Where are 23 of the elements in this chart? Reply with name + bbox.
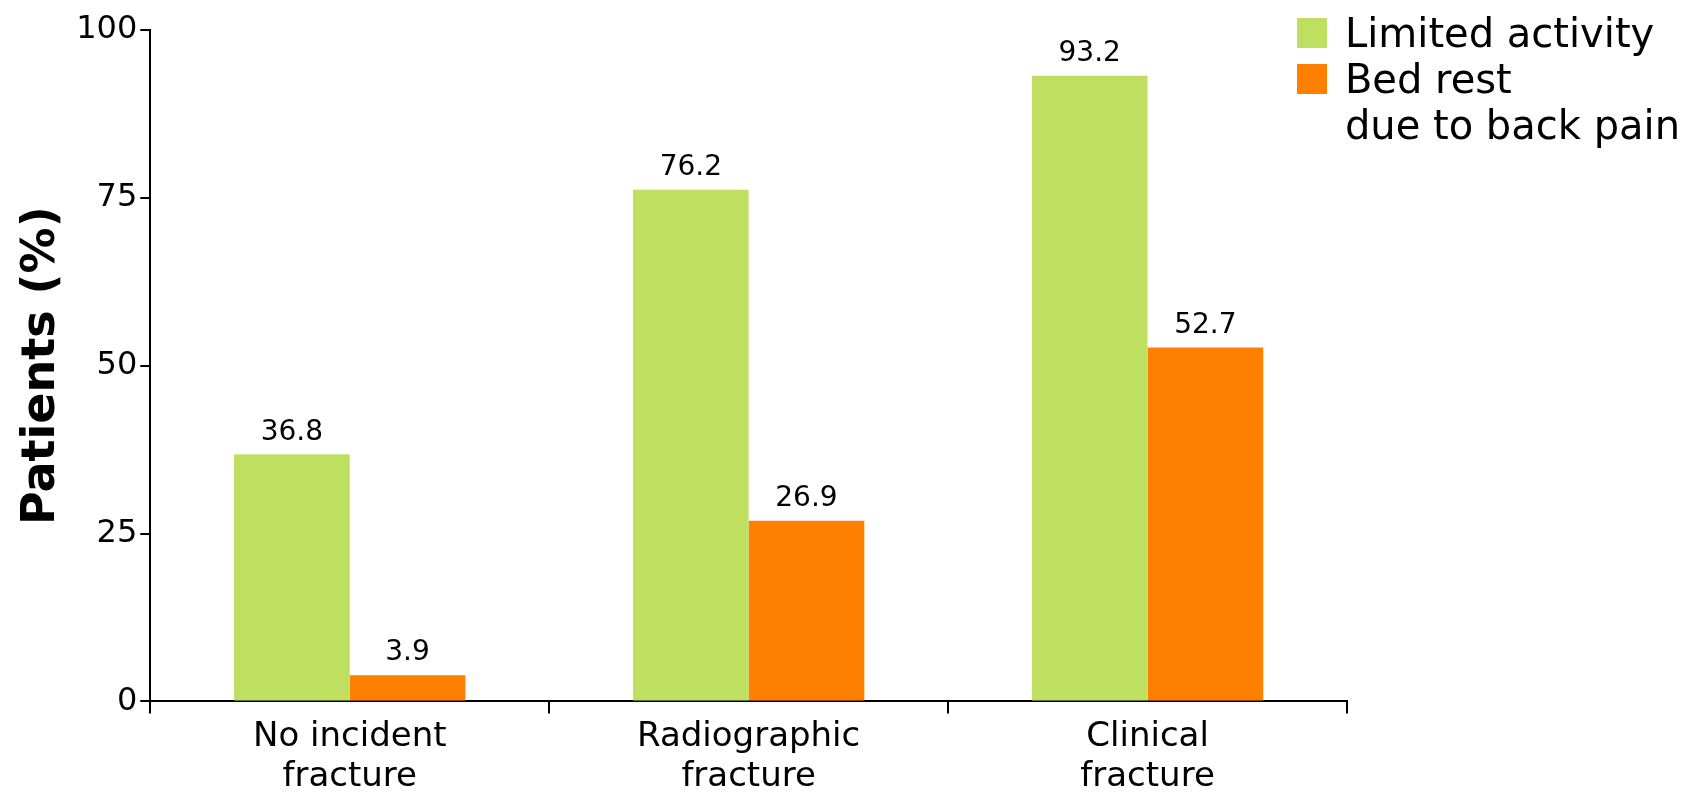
legend-label: Bed rest due to back pain — [1344, 56, 1680, 148]
bar — [1147, 347, 1264, 701]
x-tick-label: No incident fracture — [252, 713, 447, 795]
data-label: 36.8 — [260, 413, 324, 447]
y-tick-label: 75 — [96, 176, 138, 215]
x-tick-label: Clinical fracture — [1080, 713, 1215, 795]
data-label: 3.9 — [385, 634, 430, 668]
data-label: 76.2 — [659, 149, 722, 183]
data-label: 26.9 — [775, 480, 838, 514]
bar — [349, 675, 466, 701]
bar — [234, 454, 350, 701]
data-label: 93.2 — [1058, 34, 1121, 68]
bar — [1031, 75, 1148, 701]
y-axis-title: Patients (%) — [10, 206, 65, 526]
legend-label: Limited activity — [1344, 10, 1655, 56]
bar — [748, 520, 865, 701]
y-tick-label: 25 — [96, 511, 138, 550]
data-label: 52.7 — [1174, 306, 1237, 340]
bar — [632, 189, 749, 701]
y-tick-label: 0 — [116, 679, 138, 718]
y-tick-label: 100 — [76, 8, 138, 47]
y-tick-label: 50 — [96, 344, 138, 383]
x-tick-label: Radiographic fracture — [637, 713, 861, 795]
